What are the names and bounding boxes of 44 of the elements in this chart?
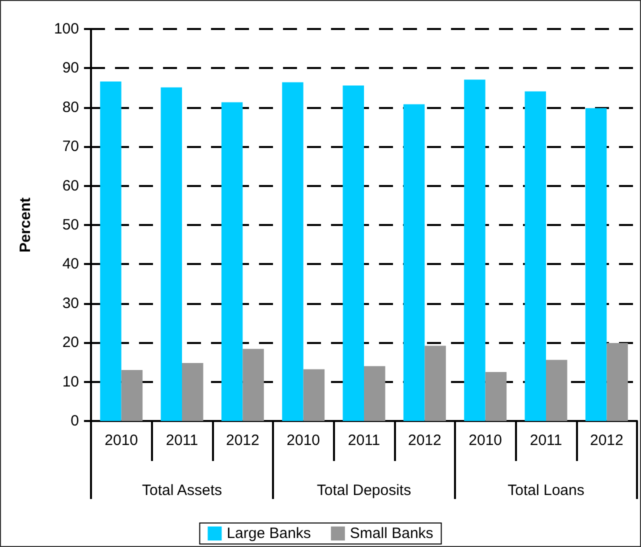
bar	[424, 346, 446, 421]
bar	[242, 348, 264, 421]
y-tick-label: 40	[62, 256, 79, 273]
bar	[342, 85, 364, 421]
text: Total Assets	[142, 482, 222, 499]
bar	[524, 91, 546, 421]
bar	[546, 360, 568, 421]
y-tick-label: 50	[62, 216, 79, 234]
y-tick-label: 10	[62, 373, 79, 390]
x-tick-label: 2010	[104, 432, 138, 449]
bar	[303, 369, 325, 421]
y-axis-title: Percent	[17, 197, 34, 253]
bar	[364, 366, 386, 421]
bar	[282, 82, 304, 421]
legend-label: Small Banks	[350, 525, 434, 542]
y-tick-label: 80	[62, 98, 79, 116]
y-tick-label: 30	[62, 294, 79, 312]
x-tick-label: 2012	[408, 432, 442, 449]
bar	[160, 87, 182, 421]
x-tick-label: 2010	[286, 432, 320, 449]
x-tick-label: 2012	[590, 432, 624, 449]
y-tick-label: 60	[62, 177, 79, 194]
bar	[485, 372, 507, 421]
x-tick-label: 2011	[530, 432, 562, 449]
y-tick-label: 0	[70, 412, 79, 430]
bar	[464, 80, 486, 421]
text: Total Deposits	[316, 482, 412, 499]
bar	[403, 104, 425, 421]
y-tick-label: 90	[62, 60, 79, 77]
bar	[606, 342, 628, 421]
bar	[585, 108, 607, 421]
legend-label: Large Banks	[226, 525, 311, 542]
bar	[182, 362, 204, 421]
bar	[100, 82, 122, 421]
x-tick-label: 2011	[348, 432, 380, 449]
bar	[221, 102, 243, 421]
y-tick-label: 100	[54, 20, 79, 38]
bar	[121, 370, 143, 421]
x-tick-label: 2010	[468, 432, 502, 449]
y-tick-label: 70	[62, 138, 79, 156]
y-tick-label: 20	[62, 334, 79, 352]
x-tick-label: 2011	[166, 432, 198, 449]
x-tick-label: 2012	[226, 432, 260, 449]
text: Total Loans	[508, 482, 584, 499]
